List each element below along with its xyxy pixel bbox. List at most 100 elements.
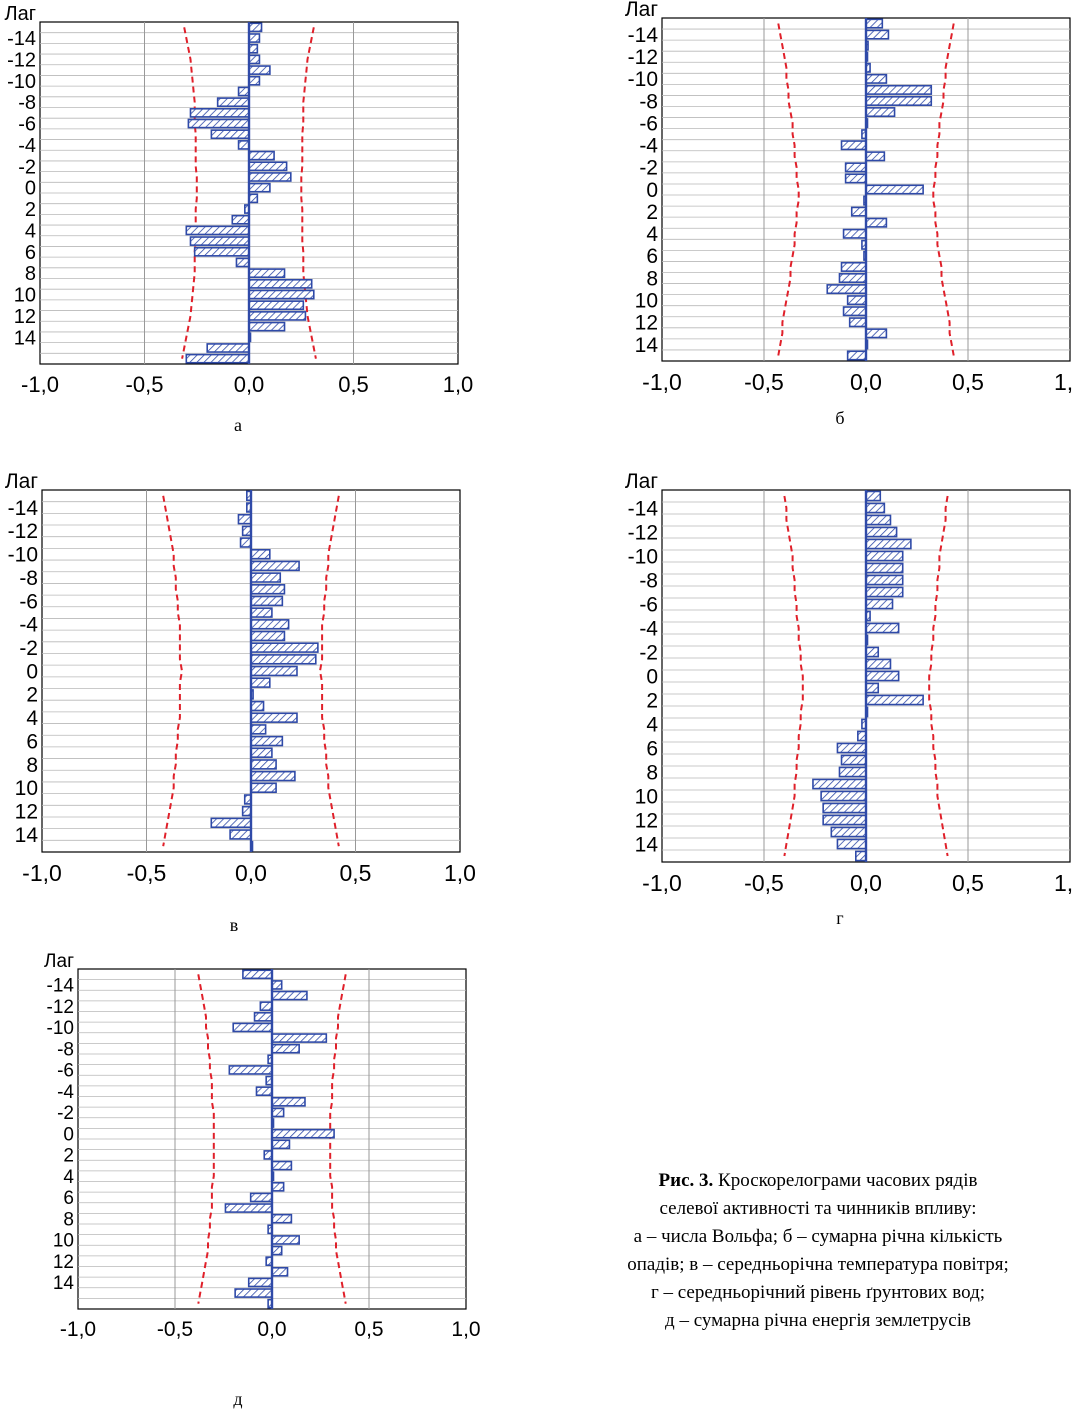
upper-confidence-line [329,974,347,1304]
correlation-bar [865,184,924,195]
x-tick-label: 0,5 [340,860,372,886]
correlation-bar [250,677,271,688]
y-tick-label: 6 [646,737,658,760]
correlation-bar [250,654,317,665]
x-tick-label: -0,5 [744,870,784,896]
y-tick-label: -2 [639,157,658,180]
correlation-bar [844,162,867,173]
y-tick-label: 14 [635,334,659,357]
chart-panel-b: -14 -12 -10 -8 -6 -4 -2 0 2 4 6 8 10 12 14 Лаг -1,0 -0,5 0… [600,0,1072,420]
x-tick-label: 0,5 [952,369,984,395]
x-tick-label: -0,5 [157,1318,193,1341]
correlation-bar [229,829,252,840]
y-tick-label: -14 [628,497,659,520]
correlation-bar [232,1022,273,1033]
correlation-bar [241,805,252,817]
y-tick-label: -10 [628,545,658,568]
correlation-bar [842,306,867,317]
y-tick-label: 10 [15,777,38,800]
x-tick-label: -0,5 [126,372,164,397]
correlation-bar [822,814,867,826]
correlation-bar [836,838,867,850]
y-tick-label: -8 [18,92,36,114]
correlation-bar [865,490,882,502]
correlation-bar [846,350,867,361]
x-tick-label: 0,0 [850,369,882,395]
correlation-bar [249,1192,273,1203]
correlation-bar [865,107,896,118]
correlation-bar [822,802,867,814]
y-tick-label: 14 [15,824,39,847]
correlation-bar [237,86,250,97]
y-tick-label: -8 [639,569,658,592]
correlation-bar [865,562,904,574]
panel-label-v: в [229,915,239,935]
correlation-bar [812,778,867,790]
y-tick-label: 0 [25,178,36,200]
correlation-bar [865,526,898,538]
correlation-bar [242,969,273,980]
correlation-bar [248,193,259,204]
upper-confidence-line [928,495,949,857]
correlation-bar [248,172,292,182]
correlation-bar [865,217,888,228]
y-tick-label: 0 [63,1124,74,1145]
correlation-bar [255,1086,273,1097]
correlation-bar [250,560,300,572]
x-tick-label: 0,0 [234,372,265,397]
correlation-bar [237,140,250,150]
y-tick-label: -6 [57,1061,74,1082]
correlation-bar [840,754,867,766]
correlation-bar [865,574,904,586]
correlation-bar [248,54,261,65]
correlation-bar [248,278,313,289]
correlation-bar [250,619,290,630]
x-tick-label: -1,0 [642,369,682,395]
caption-line-4: опадів; в – середньорічна температура по… [627,1254,1009,1275]
y-tick-label: -10 [8,544,38,567]
correlation-bar [271,980,283,990]
y-tick-label: -2 [18,156,36,178]
correlation-bar [865,670,900,682]
correlation-bar [259,1001,273,1012]
correlation-bar [271,1128,335,1139]
correlation-bar [865,682,880,694]
y-tick-label: -6 [19,590,38,613]
correlation-bar [271,1213,293,1224]
y-tick-label: 2 [646,201,658,224]
y-tick-label: -6 [639,593,658,616]
y-tick-label: 4 [646,223,658,246]
figure-caption: Рис. 3. Кроскорелограми часових рядів се… [508,1167,1072,1335]
y-tick-label: -4 [18,135,36,157]
chart-panel-a: -14 -12 -10 -8 -6 -4 -2 0 2 4 6 8 10 12 14 Лаг -1,0 -0,5 0… [0,0,480,420]
y-tick-label: -8 [19,567,38,590]
correlation-bar [248,22,263,33]
correlation-bar [250,759,277,770]
y-tick-label: -2 [19,637,38,660]
correlation-bar [838,273,867,284]
lower-confidence-line [162,495,184,847]
correlation-bar [865,694,924,706]
correlation-bar [250,584,286,595]
y-tick-label: 0 [646,665,658,688]
correlation-bar [844,173,867,184]
x-tick-label: -1,0 [21,372,59,397]
y-tick-label: -12 [8,520,38,543]
correlation-bar [248,268,286,279]
x-tick-label: -1,0 [22,860,62,886]
y-tick-label: -6 [18,114,36,136]
correlation-bar [271,1235,300,1245]
y-tick-label: 4 [25,220,36,242]
y-tick-label: 8 [25,263,36,285]
correlation-bar [865,586,904,598]
x-tick-label: -0,5 [744,369,784,395]
y-tick-label: 12 [635,809,658,832]
correlation-bar [248,182,271,193]
correlation-bar [271,1160,293,1171]
lower-confidence-line [783,495,804,857]
x-tick-label: 0,0 [257,1318,286,1341]
correlation-bar [826,284,867,295]
y-tick-label: 10 [53,1231,74,1252]
y-tick-label: -14 [628,24,659,47]
